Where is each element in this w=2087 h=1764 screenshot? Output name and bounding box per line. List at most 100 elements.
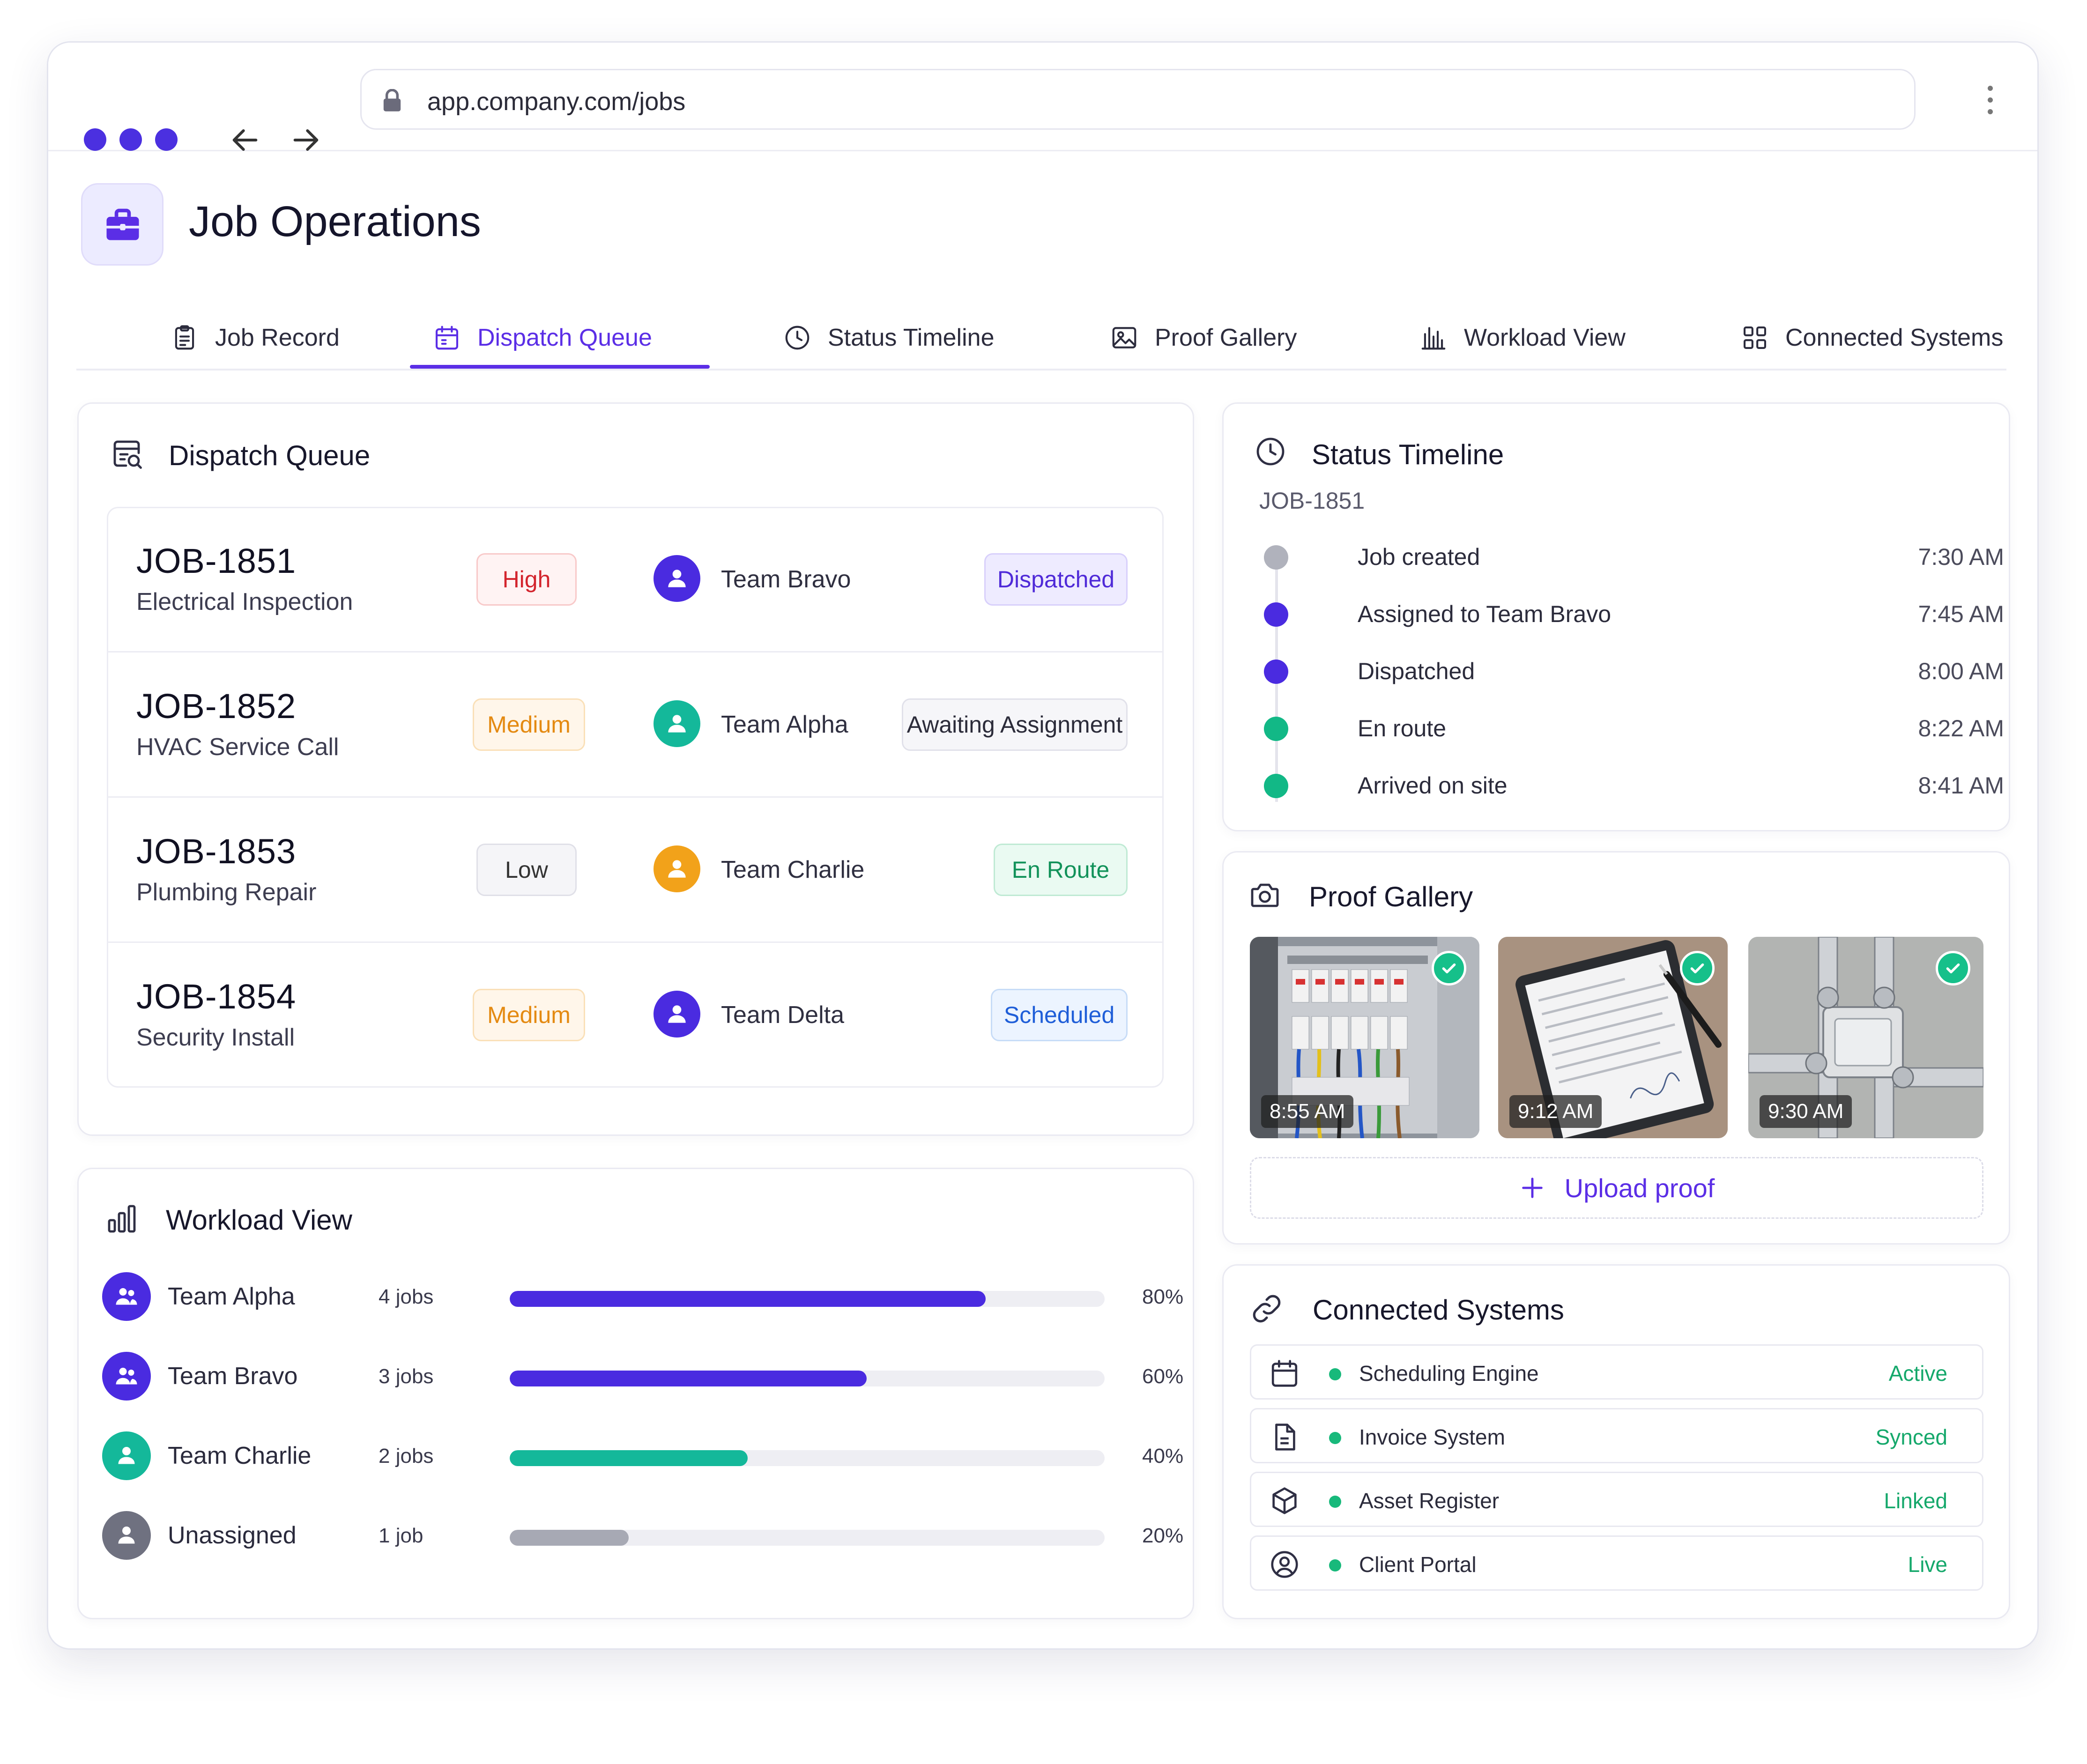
job-description: Security Install xyxy=(136,1024,295,1051)
percent-label: 80% xyxy=(1142,1285,1184,1308)
system-row[interactable]: Scheduling Engine Active xyxy=(1250,1344,1983,1400)
avatar xyxy=(654,991,700,1038)
forward-arrow-icon[interactable] xyxy=(287,121,325,159)
tab-label: Status Timeline xyxy=(828,324,995,351)
status-badge: En Route xyxy=(994,844,1128,896)
connected-systems-card: Connected Systems Scheduling Engine Acti… xyxy=(1222,1264,2010,1619)
calendar-icon xyxy=(435,326,459,350)
system-status: Active xyxy=(1888,1361,1947,1386)
timeline-event: Arrived on site 8:41 AM xyxy=(1264,768,2004,806)
photo-timestamp: 9:12 AM xyxy=(1509,1095,1602,1128)
job-id: JOB-1851 xyxy=(136,541,297,580)
progress-track xyxy=(510,1530,1105,1546)
tab-workload-view[interactable]: Workload View xyxy=(1419,305,1626,371)
workload-row[interactable]: Team Alpha 4 jobs 80% xyxy=(102,1269,1184,1326)
workload-row[interactable]: Unassigned 1 job 20% xyxy=(102,1508,1183,1564)
url-text[interactable]: app.company.com/jobs xyxy=(427,88,686,116)
event-label: Arrived on site xyxy=(1358,772,1508,799)
tab-proof-gallery[interactable]: Proof Gallery xyxy=(1110,305,1297,371)
tab-job-record[interactable]: Job Record xyxy=(170,305,340,371)
job-row[interactable]: JOB-1852 HVAC Service Call Medium Team A… xyxy=(108,653,1162,798)
timeline-dot xyxy=(1264,660,1288,684)
system-row[interactable]: Invoice System Synced xyxy=(1250,1408,1983,1463)
system-status: Live xyxy=(1908,1552,1947,1577)
clipboard-icon xyxy=(175,325,194,350)
user-icon xyxy=(668,860,686,878)
timeline-dot xyxy=(1264,774,1288,798)
system-row[interactable]: Client Portal Live xyxy=(1250,1535,1983,1591)
tab-label: Dispatch Queue xyxy=(477,324,652,351)
bar-chart-icon xyxy=(108,1205,136,1233)
plus-icon xyxy=(1522,1178,1543,1198)
job-description: Plumbing Repair xyxy=(136,879,317,906)
team-name: Team Bravo xyxy=(721,566,851,593)
status-badge: Scheduled xyxy=(991,989,1128,1041)
workload-row[interactable]: Team Charlie 2 jobs 40% xyxy=(102,1429,1183,1485)
progress-fill xyxy=(510,1530,629,1546)
avatar xyxy=(654,700,700,747)
progress-fill xyxy=(510,1291,986,1307)
job-count: 4 jobs xyxy=(379,1285,434,1308)
lock-icon xyxy=(383,89,401,111)
window-dot[interactable] xyxy=(155,128,178,151)
status-dot xyxy=(1329,1496,1341,1508)
card-title: Workload View xyxy=(166,1204,352,1236)
tab-label: Workload View xyxy=(1464,324,1626,351)
tab-label: Job Record xyxy=(215,324,340,351)
back-arrow-icon[interactable] xyxy=(226,121,264,159)
progress-track xyxy=(510,1371,1105,1386)
avatar xyxy=(654,845,700,892)
upload-proof-button[interactable]: Upload proof xyxy=(1250,1157,1983,1219)
proof-photo[interactable]: 8:55 AM xyxy=(1250,937,1479,1138)
job-description: Electrical Inspection xyxy=(136,588,353,615)
user-icon xyxy=(668,570,686,587)
event-time: 7:30 AM xyxy=(1918,544,2004,570)
priority-badge: Medium xyxy=(473,698,585,751)
workload-row[interactable]: Team Bravo 3 jobs 60% xyxy=(102,1349,1184,1405)
verified-check-icon xyxy=(1432,951,1466,986)
percent-label: 60% xyxy=(1142,1365,1184,1388)
timeline-dot xyxy=(1264,717,1288,741)
team-name: Team Alpha xyxy=(721,711,848,738)
event-label: Dispatched xyxy=(1358,658,1475,684)
job-row[interactable]: JOB-1851 Electrical Inspection High Team… xyxy=(108,508,1162,652)
page-title: Job Operations xyxy=(189,198,481,245)
tab-status-timeline[interactable]: Status Timeline xyxy=(783,305,995,371)
tab-dispatch-queue[interactable]: Dispatch Queue xyxy=(432,305,652,371)
window-dot[interactable] xyxy=(119,128,142,151)
address-bar[interactable]: app.company.com/jobs xyxy=(360,69,1916,130)
tab-bar: Job Record Dispatch Queue Status Timelin… xyxy=(76,305,2006,371)
more-options-icon[interactable] xyxy=(1983,86,1997,116)
team-icon xyxy=(102,1272,151,1321)
job-id: JOB-1853 xyxy=(136,832,297,871)
window-dot[interactable] xyxy=(84,128,106,151)
progress-fill xyxy=(510,1371,867,1386)
job-row[interactable]: JOB-1854 Security Install Medium Team De… xyxy=(108,944,1162,1088)
proof-photo[interactable]: 9:12 AM xyxy=(1498,937,1728,1138)
team-icon xyxy=(102,1352,151,1401)
system-row[interactable]: Asset Register Linked xyxy=(1250,1472,1983,1527)
dispatch-queue-card: Dispatch Queue JOB-1851 Electrical Inspe… xyxy=(77,402,1194,1136)
tab-connected-systems[interactable]: Connected Systems xyxy=(1740,305,2003,371)
system-status: Synced xyxy=(1875,1425,1947,1449)
status-dot xyxy=(1329,1432,1341,1444)
tab-label: Proof Gallery xyxy=(1155,324,1297,351)
team-name: Team Bravo xyxy=(168,1363,298,1390)
timeline-job-id: JOB-1851 xyxy=(1259,488,1365,514)
timeline-event: Job created 7:30 AM xyxy=(1264,540,2004,577)
event-label: Job created xyxy=(1358,544,1480,570)
grid-icon xyxy=(1743,326,1767,349)
status-dot xyxy=(1329,1368,1341,1380)
system-status: Linked xyxy=(1884,1489,1947,1513)
workload-view-card: Workload View Team Alpha 4 jobs 80% Team… xyxy=(77,1168,1194,1619)
system-name: Invoice System xyxy=(1359,1425,1505,1449)
briefcase-icon xyxy=(81,183,163,266)
team-name: Team Charlie xyxy=(721,856,865,883)
job-row[interactable]: JOB-1853 Plumbing Repair Low Team Charli… xyxy=(108,799,1162,943)
job-count: 2 jobs xyxy=(379,1445,434,1468)
timeline-event: En route 8:22 AM xyxy=(1264,711,2004,749)
event-time: 8:22 AM xyxy=(1918,715,2004,741)
team-name: Unassigned xyxy=(168,1522,297,1549)
proof-photo[interactable]: 9:30 AM xyxy=(1748,937,1983,1138)
link-icon xyxy=(1253,1295,1281,1323)
